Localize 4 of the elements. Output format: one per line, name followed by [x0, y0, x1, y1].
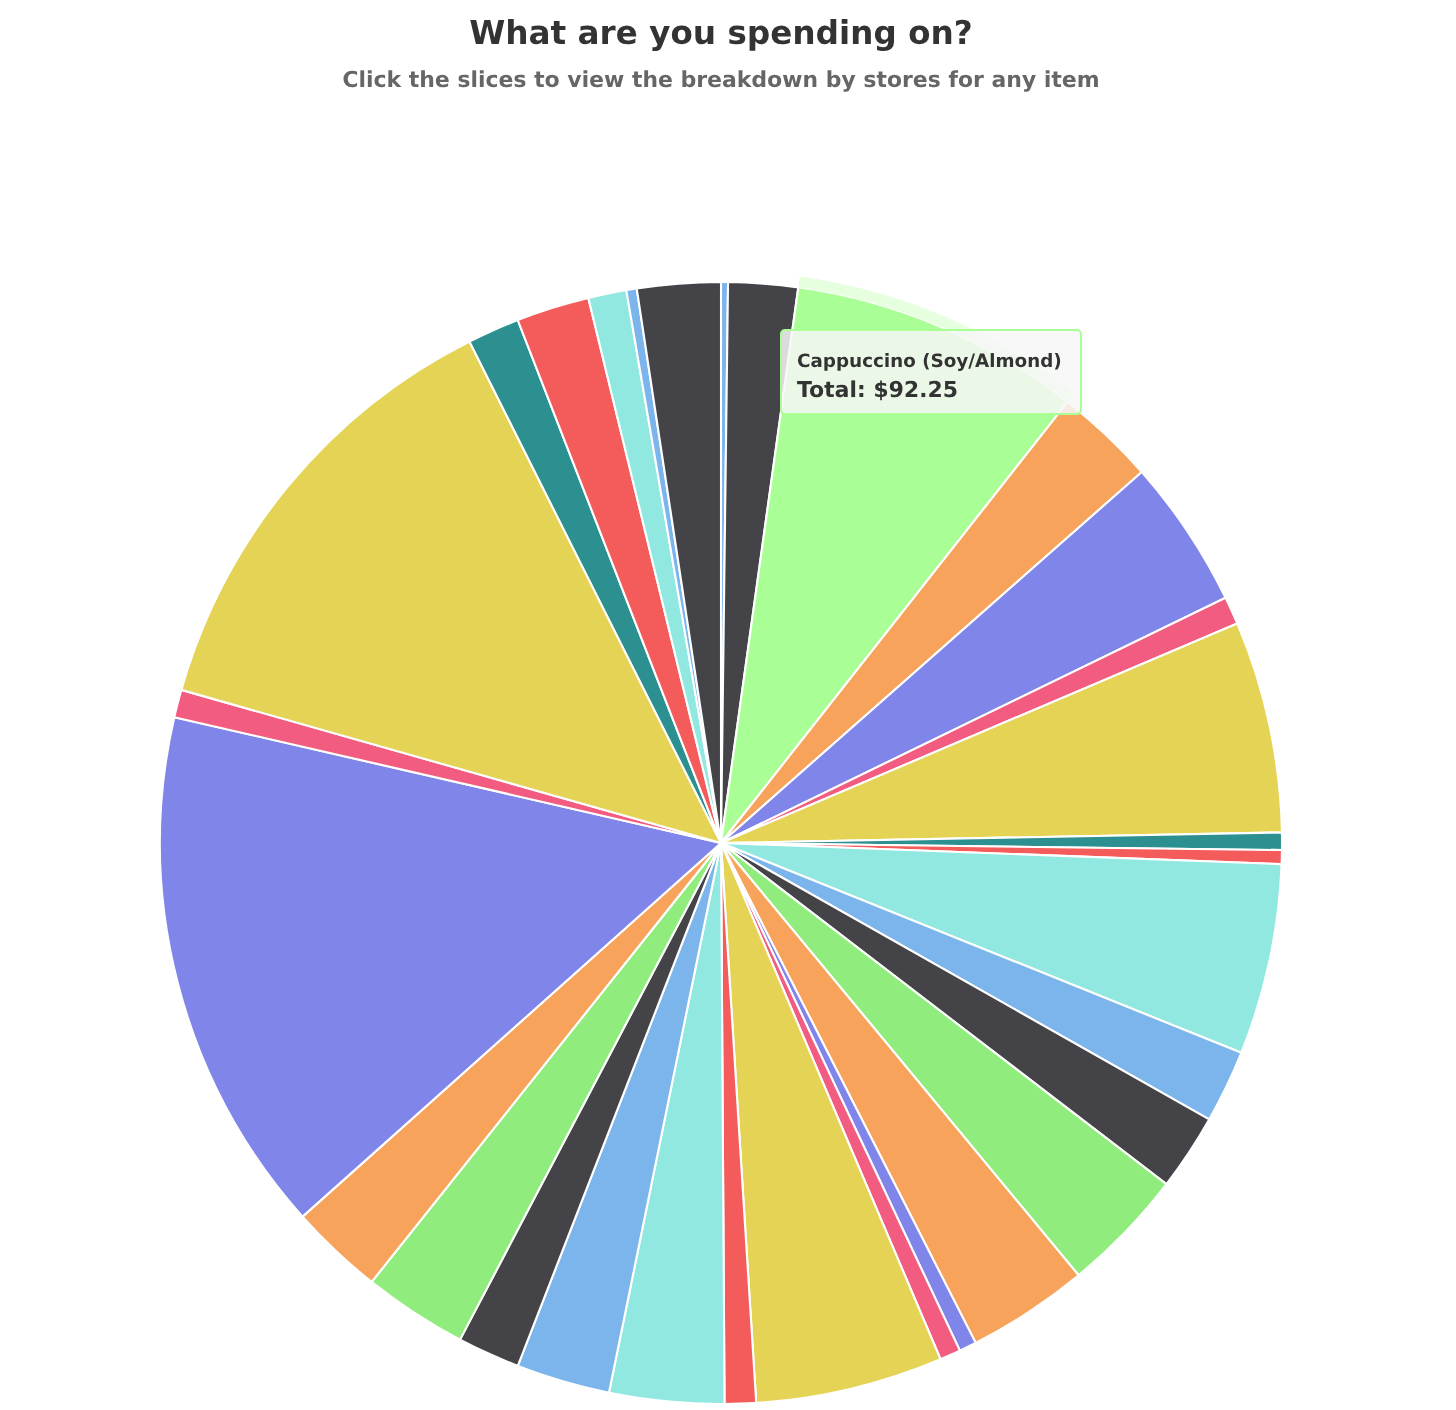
chart-subtitle: Click the slices to view the breakdown by stores for any item: [343, 70, 1098, 92]
chart-title: What are you spending on?: [470, 19, 971, 51]
text: Total: $92.25: [797, 380, 957, 401]
slice-label: Cappuccino (Soy/Almond): [797, 353, 1061, 371]
